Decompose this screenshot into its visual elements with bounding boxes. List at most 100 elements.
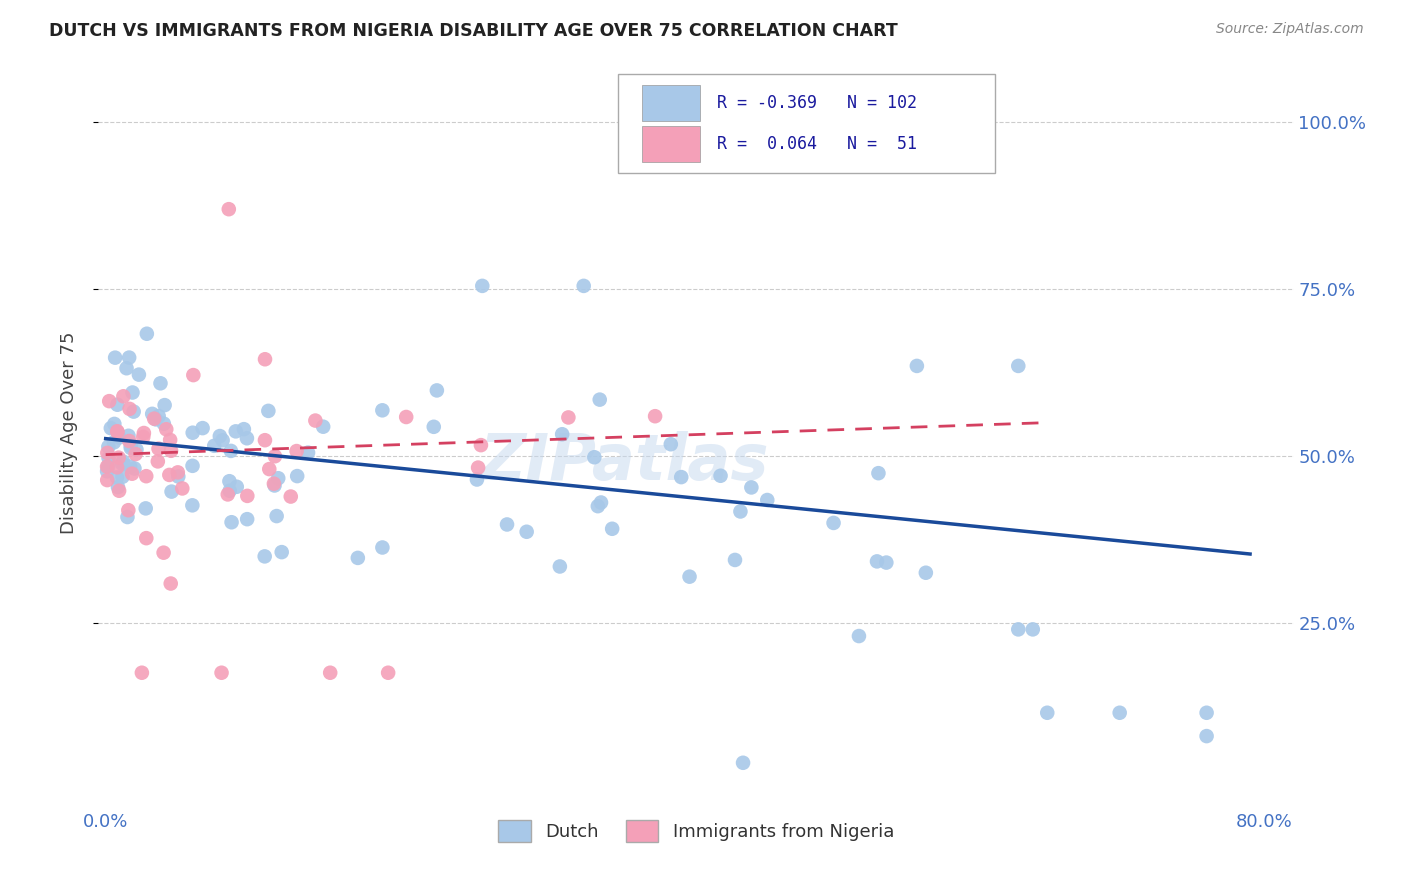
- Point: [167, 469, 190, 483]
- Point: [1195, 729, 1218, 743]
- Point: [267, 471, 290, 485]
- Point: [97, 440, 120, 454]
- Point: [132, 425, 155, 440]
- Point: [105, 470, 128, 484]
- Point: [103, 417, 125, 431]
- Point: [97, 450, 120, 465]
- Point: [152, 546, 174, 560]
- Point: [159, 433, 181, 447]
- Point: [124, 461, 146, 475]
- Point: [96, 464, 118, 478]
- Point: [107, 480, 129, 494]
- Point: [172, 482, 194, 496]
- Point: [117, 510, 139, 524]
- Text: ZIPatlas: ZIPatlas: [479, 431, 769, 493]
- Point: [132, 430, 155, 444]
- Point: [105, 424, 128, 438]
- Point: [1195, 706, 1218, 720]
- Point: [145, 412, 167, 426]
- Point: [211, 434, 233, 448]
- Point: [157, 467, 180, 482]
- Point: [557, 410, 579, 425]
- Point: [125, 442, 148, 457]
- Point: [253, 549, 276, 564]
- Point: [572, 278, 595, 293]
- Point: [121, 385, 143, 400]
- Point: [98, 394, 121, 409]
- Point: [583, 450, 606, 465]
- Point: [257, 404, 280, 418]
- Point: [218, 483, 240, 498]
- Point: [280, 490, 302, 504]
- Point: [259, 462, 281, 476]
- Point: [678, 569, 700, 583]
- Point: [159, 576, 181, 591]
- Point: [135, 326, 157, 341]
- Point: [146, 454, 169, 468]
- Point: [823, 516, 845, 530]
- Point: [236, 431, 259, 445]
- Point: [263, 476, 285, 491]
- Point: [586, 499, 609, 513]
- Point: [270, 545, 292, 559]
- Point: [166, 466, 188, 480]
- Point: [253, 352, 276, 367]
- Point: [208, 429, 231, 443]
- Point: [709, 468, 731, 483]
- Point: [756, 493, 779, 508]
- Point: [153, 398, 176, 412]
- Point: [1108, 706, 1130, 720]
- Point: [312, 419, 335, 434]
- Point: [471, 278, 494, 293]
- Point: [371, 403, 394, 417]
- Text: R =  0.064   N =  51: R = 0.064 N = 51: [717, 135, 918, 153]
- Point: [107, 450, 129, 465]
- Point: [285, 469, 308, 483]
- Point: [377, 665, 399, 680]
- Point: [470, 438, 492, 452]
- Point: [740, 480, 762, 494]
- Point: [108, 483, 131, 498]
- Point: [96, 446, 118, 460]
- Point: [423, 419, 446, 434]
- Point: [122, 404, 145, 418]
- Point: [319, 665, 342, 680]
- FancyBboxPatch shape: [643, 126, 700, 161]
- Point: [217, 487, 239, 501]
- Point: [160, 443, 183, 458]
- Point: [866, 554, 889, 568]
- Point: [730, 504, 752, 518]
- Point: [112, 454, 135, 468]
- Point: [118, 434, 141, 448]
- Point: [105, 398, 128, 412]
- Point: [236, 512, 259, 526]
- Point: [551, 427, 574, 442]
- Point: [96, 473, 118, 487]
- Point: [111, 457, 134, 471]
- Point: [905, 359, 928, 373]
- Point: [263, 478, 285, 492]
- Point: [100, 421, 122, 435]
- Text: R = -0.369   N = 102: R = -0.369 N = 102: [717, 95, 918, 112]
- Point: [108, 430, 131, 444]
- Point: [914, 566, 936, 580]
- Point: [516, 524, 538, 539]
- Point: [115, 361, 138, 376]
- Point: [107, 425, 129, 440]
- Point: [659, 437, 682, 451]
- Point: [465, 473, 488, 487]
- Point: [135, 501, 157, 516]
- Point: [600, 522, 623, 536]
- Point: [731, 756, 754, 770]
- Point: [1036, 706, 1059, 720]
- Point: [548, 559, 571, 574]
- Point: [589, 392, 612, 407]
- Point: [236, 489, 259, 503]
- Point: [135, 531, 157, 545]
- Point: [124, 447, 146, 461]
- Point: [160, 484, 183, 499]
- Point: [304, 413, 326, 427]
- Point: [1007, 623, 1029, 637]
- Point: [112, 389, 135, 403]
- Point: [120, 439, 142, 453]
